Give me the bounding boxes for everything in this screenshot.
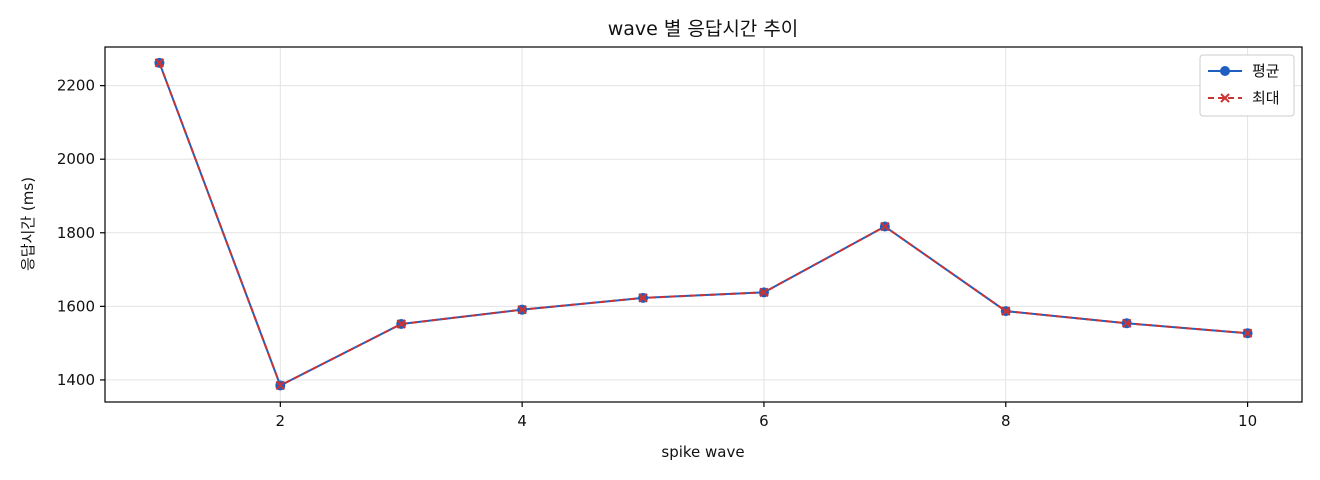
x-tick-label: 10 — [1238, 412, 1257, 430]
x-tick-label: 6 — [759, 412, 769, 430]
y-axis-label: 응답시간 (ms) — [19, 177, 37, 271]
y-tick-label: 1400 — [57, 371, 95, 389]
data-point — [1001, 306, 1011, 316]
data-point — [1242, 328, 1253, 338]
legend-label: 평균 — [1252, 62, 1280, 80]
plot-series — [154, 57, 1253, 391]
x-tick-label: 2 — [276, 412, 286, 430]
x-tick-label: 8 — [1001, 412, 1011, 430]
legend-box — [1199, 54, 1295, 117]
series-2 — [154, 58, 1253, 391]
data-point — [638, 293, 648, 303]
chart-title: wave 별 응답시간 추이 — [608, 18, 799, 40]
data-point — [517, 304, 527, 315]
series-line — [158, 62, 1248, 387]
data-point — [275, 380, 286, 391]
data-point — [396, 319, 406, 329]
data-point — [1121, 318, 1132, 328]
series-1 — [154, 57, 1253, 391]
y-tick-label: 1600 — [57, 297, 95, 315]
x-tick-label: 4 — [517, 412, 527, 430]
y-tick-label: 1800 — [57, 224, 95, 242]
plot-frame — [104, 46, 1303, 403]
data-point — [154, 58, 165, 68]
legend-label: 최대 — [1252, 89, 1280, 107]
data-point — [759, 287, 769, 298]
axis-ticks: 2 4 6 8 10 1400 1600 1800 2000 2200 — [57, 77, 1257, 430]
grid-lines — [105, 47, 1302, 402]
legend-marker — [1220, 66, 1230, 76]
x-axis-label: spike wave — [661, 443, 744, 461]
data-point — [880, 221, 890, 232]
y-tick-label: 2200 — [57, 77, 95, 95]
series-line — [158, 62, 1248, 387]
legend-marker — [1220, 93, 1230, 103]
y-tick-label: 2000 — [57, 150, 95, 168]
